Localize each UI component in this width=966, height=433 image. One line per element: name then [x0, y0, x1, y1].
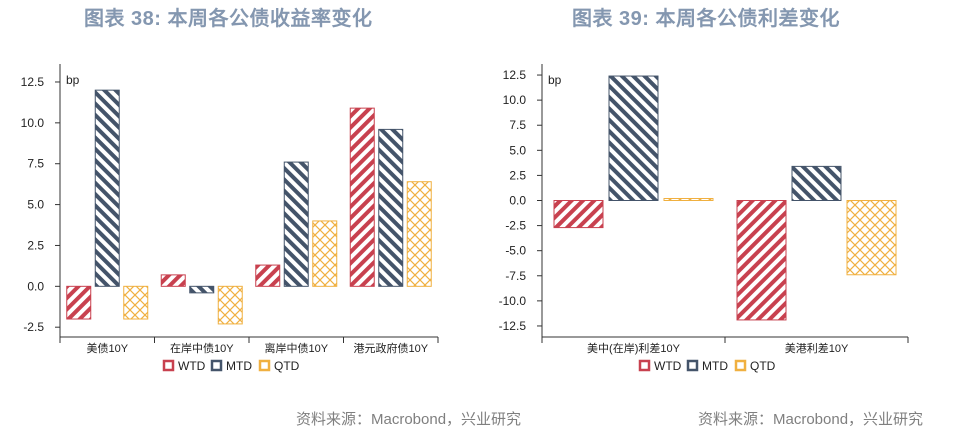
x-category-label: 美债10Y: [86, 341, 128, 355]
legend-label: QTD: [274, 359, 300, 373]
bar-mtd: [608, 75, 659, 201]
y-tick-label: -5.0: [505, 244, 526, 258]
bar-qtd: [663, 197, 714, 201]
legend-label: MTD: [226, 359, 252, 373]
y-tick-label: 2.5: [509, 168, 526, 182]
bar-mtd: [283, 161, 309, 287]
legend-swatch-wtd: [162, 359, 175, 372]
bar-qtd: [312, 220, 338, 287]
right-chart-title: 图表 39: 本周各公债利差变化: [572, 8, 841, 30]
y-tick-label: 12.5: [21, 75, 45, 89]
y-tick-label: 5.0: [27, 198, 44, 212]
x-category-label: 美中(在岸)利差10Y: [587, 341, 681, 355]
bar-mtd: [94, 89, 120, 287]
y-tick-label: 5.0: [509, 143, 526, 157]
bar-qtd: [217, 285, 243, 325]
legend-label: MTD: [702, 359, 728, 373]
bar-wtd: [736, 200, 787, 321]
y-tick-label: 7.5: [509, 118, 526, 132]
left-chart: -2.5 0.0 2.5 5.0 7.5 10.0 12.5 bp 美债10Y 在岸中债10Y 离岸…: [21, 64, 439, 373]
x-category-label: 港元政府债10Y: [353, 341, 428, 355]
y-tick-label: -2.5: [505, 219, 526, 233]
left-chart-title: 图表 38: 本周各公债收益率变化: [84, 8, 373, 30]
unit-label: bp: [548, 73, 562, 87]
bar-wtd: [160, 274, 186, 287]
bar-mtd: [189, 285, 215, 294]
legend-swatch-qtd: [734, 359, 747, 372]
bar-mtd: [791, 165, 842, 201]
unit-label: bp: [66, 73, 80, 87]
y-tick-label: -12.5: [499, 319, 527, 333]
x-category-label: 美港利差10Y: [785, 341, 849, 355]
bar-qtd: [123, 285, 149, 320]
legend-label: QTD: [750, 359, 776, 373]
legend-swatch-wtd: [638, 359, 651, 372]
y-tick-label: -7.5: [505, 269, 526, 283]
legend-swatch-qtd: [258, 359, 271, 372]
right-source-note: 资料来源：Macrobond，兴业研究: [698, 411, 924, 428]
bar-wtd: [66, 285, 92, 320]
legend-swatch-mtd: [686, 359, 699, 372]
legend-label: WTD: [178, 359, 206, 373]
bar-wtd: [349, 107, 375, 287]
y-tick-label: -10.0: [499, 294, 527, 308]
y-tick-label: 0.0: [509, 194, 526, 208]
bar-wtd: [553, 200, 604, 229]
right-chart: -12.5 -10.0 -7.5 -5.0 -2.5 0.0 2.5 5.0 7.5 10.0 12…: [499, 64, 909, 373]
bar-qtd: [406, 181, 432, 287]
x-category-label: 离岸中债10Y: [264, 341, 328, 355]
y-tick-label: 12.5: [503, 68, 527, 82]
y-tick-label: 7.5: [27, 157, 44, 171]
y-tick-label: 2.5: [27, 238, 44, 252]
legend-swatch-mtd: [210, 359, 223, 372]
bar-mtd: [378, 128, 404, 287]
left-source-note: 资料来源：Macrobond，兴业研究: [296, 411, 522, 428]
legend-label: WTD: [654, 359, 682, 373]
y-tick-label: -2.5: [23, 320, 44, 334]
y-tick-label: 10.0: [21, 116, 45, 130]
y-tick-label: 10.0: [503, 93, 527, 107]
x-category-label: 在岸中债10Y: [170, 341, 234, 355]
bar-qtd: [846, 200, 897, 276]
bar-wtd: [255, 264, 281, 287]
y-tick-label: 0.0: [27, 279, 44, 293]
